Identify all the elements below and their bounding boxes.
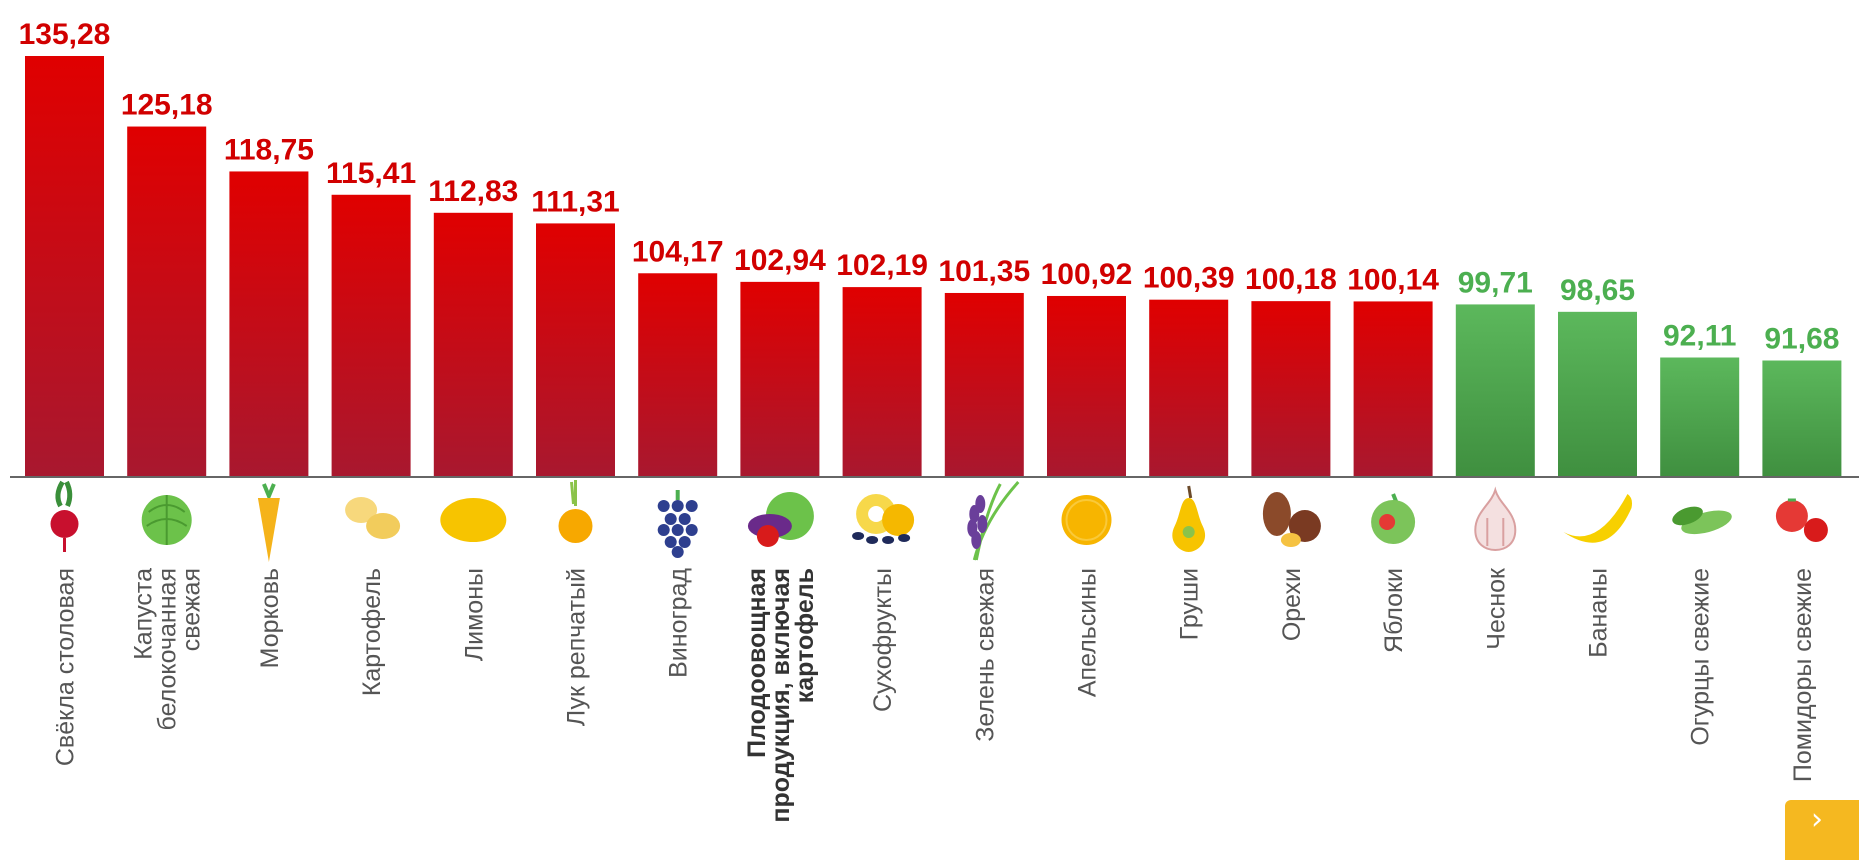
value-label: 100,92 xyxy=(1041,258,1133,291)
bar xyxy=(1660,357,1740,477)
value-label: 100,18 xyxy=(1245,263,1337,296)
onion-icon xyxy=(558,480,593,543)
category-label: Яблоки xyxy=(1380,568,1408,653)
potato-icon xyxy=(345,497,401,539)
bar xyxy=(1455,304,1535,477)
bar xyxy=(1251,301,1331,477)
bar xyxy=(1353,301,1433,477)
value-label: 98,65 xyxy=(1560,274,1635,307)
value-label: 91,68 xyxy=(1764,323,1839,356)
category-label: Капустабелокочаннаясвежая xyxy=(130,568,206,731)
bars-group xyxy=(25,56,1842,477)
value-label: 135,28 xyxy=(19,18,111,51)
carrot-icon xyxy=(257,483,280,562)
value-label: 112,83 xyxy=(428,175,518,208)
value-label: 101,35 xyxy=(938,255,1030,288)
category-label: Груши xyxy=(1176,568,1204,640)
cucumber-icon xyxy=(1672,506,1732,535)
bar-chart: 135,28 125,18 118,75 115,41 112,83 111,31 104,… xyxy=(10,18,1859,823)
value-labels-group: 135,28 125,18 118,75 115,41 112,83 111,31 104,… xyxy=(19,18,1840,356)
value-label: 115,41 xyxy=(326,157,416,190)
value-label: 100,14 xyxy=(1347,263,1439,296)
cabbage-icon xyxy=(141,495,192,545)
category-label: Картофель xyxy=(358,568,386,696)
category-label: Свёкла столовая xyxy=(52,568,80,766)
nuts-icon xyxy=(1262,492,1321,547)
vegetables-mix-icon xyxy=(747,492,814,547)
value-label: 102,94 xyxy=(734,244,826,277)
bar xyxy=(536,223,615,477)
bar xyxy=(944,292,1024,477)
value-label: 100,39 xyxy=(1143,262,1235,295)
bar xyxy=(127,126,207,477)
tomato-icon xyxy=(1775,498,1828,542)
value-label: 125,18 xyxy=(121,89,213,122)
bar xyxy=(1762,360,1842,477)
bar xyxy=(331,194,411,477)
bar xyxy=(433,212,513,477)
category-label: Орехи xyxy=(1278,568,1306,641)
orange-icon xyxy=(1061,495,1112,545)
dried-fruit-icon xyxy=(852,494,915,544)
lemon-icon xyxy=(440,498,507,542)
beet-icon xyxy=(50,480,79,552)
bar xyxy=(740,281,820,477)
banana-icon xyxy=(1563,494,1632,543)
garlic-icon xyxy=(1474,486,1517,552)
value-label: 111,31 xyxy=(531,185,619,218)
category-label: Помидоры свежие xyxy=(1789,568,1817,782)
value-label: 104,17 xyxy=(632,235,724,268)
category-label: Апельсины xyxy=(1074,568,1102,697)
value-label: 102,19 xyxy=(836,249,928,282)
value-label: 92,11 xyxy=(1663,320,1736,353)
bar xyxy=(229,171,309,477)
bar xyxy=(1149,299,1229,477)
bar xyxy=(1047,295,1126,477)
category-labels-group: Свёкла столовая Капустабелокочаннаясвежая… xyxy=(52,567,1817,823)
next-slide-button[interactable]: › xyxy=(1785,800,1859,860)
category-label: Огурцы свежие xyxy=(1687,568,1715,746)
bar xyxy=(638,273,718,477)
category-label: Бананы xyxy=(1585,568,1613,658)
category-label: Сухофрукты xyxy=(869,568,897,712)
icons-group xyxy=(50,480,1828,562)
category-label: Чеснок xyxy=(1482,567,1510,650)
category-label: Морковь xyxy=(256,568,284,668)
pear-icon xyxy=(1172,485,1206,552)
bar xyxy=(25,56,104,477)
bar xyxy=(1558,311,1637,477)
category-label: Виноград xyxy=(665,568,693,678)
grapes-icon xyxy=(657,490,698,558)
greens-icon xyxy=(967,481,1020,561)
category-label: Лимоны xyxy=(460,568,488,661)
category-label: Зелень свежая xyxy=(971,568,999,742)
category-label: Плодоовощнаяпродукция, включаякартофель xyxy=(743,568,819,823)
value-label: 99,71 xyxy=(1458,266,1533,299)
category-label: Лук репчатый xyxy=(563,568,591,726)
apple-icon xyxy=(1371,493,1416,544)
value-label: 118,75 xyxy=(224,133,314,166)
bar xyxy=(842,287,922,477)
